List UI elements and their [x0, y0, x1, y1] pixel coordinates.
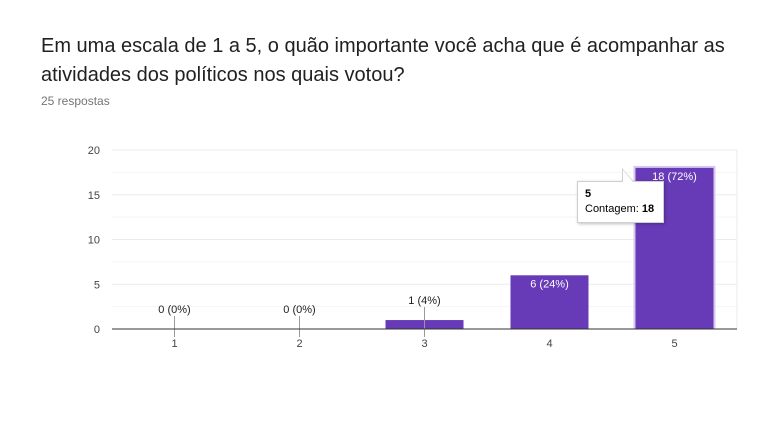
data-label: 6 (24%) [530, 278, 569, 290]
question-title: Em uma escala de 1 a 5, o quão important… [41, 35, 725, 86]
x-tick-label: 1 [171, 338, 177, 350]
x-tick-label: 2 [296, 338, 302, 350]
tooltip-category: 5 [585, 188, 592, 200]
tooltip-label: Contagem: [585, 203, 639, 215]
tooltip-tail-inner [623, 170, 633, 182]
data-label: 1 (4%) [408, 295, 440, 307]
response-count: 25 respostas [41, 94, 110, 108]
data-label: 0 (0%) [283, 304, 315, 316]
data-label: 0 (0%) [158, 304, 190, 316]
y-tick-label: 0 [94, 324, 100, 336]
chart-tooltip: 5 Contagem: 18 [577, 181, 664, 223]
data-label: 18 (72%) [652, 171, 697, 183]
x-tick-label: 5 [671, 338, 677, 350]
y-tick-label: 10 [88, 235, 100, 247]
y-tick-label: 15 [88, 190, 100, 202]
x-tick-label: 3 [421, 338, 427, 350]
y-tick-label: 20 [88, 145, 100, 157]
y-tick-label: 5 [94, 279, 100, 291]
bar [510, 275, 589, 329]
tooltip-value: 18 [641, 203, 655, 215]
x-tick-label: 4 [546, 338, 552, 350]
